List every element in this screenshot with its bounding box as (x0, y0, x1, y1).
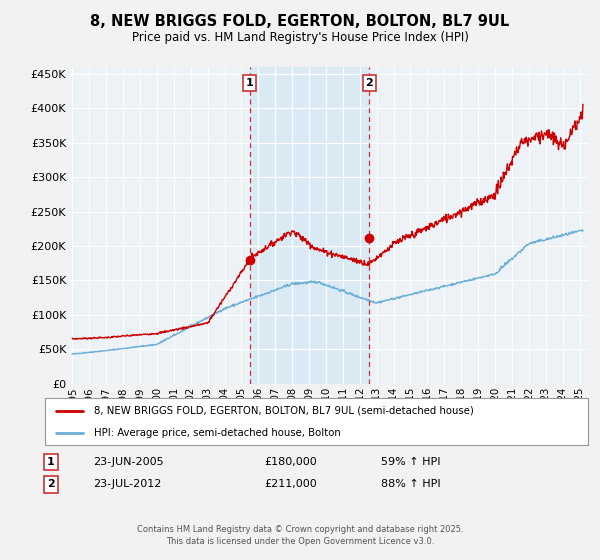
Text: HPI: Average price, semi-detached house, Bolton: HPI: Average price, semi-detached house,… (94, 428, 341, 438)
Text: Contains HM Land Registry data © Crown copyright and database right 2025.
This d: Contains HM Land Registry data © Crown c… (137, 525, 463, 546)
Text: £211,000: £211,000 (264, 479, 317, 489)
Text: 2: 2 (47, 479, 55, 489)
Text: 8, NEW BRIGGS FOLD, EGERTON, BOLTON, BL7 9UL (semi-detached house): 8, NEW BRIGGS FOLD, EGERTON, BOLTON, BL7… (94, 406, 474, 416)
Text: £180,000: £180,000 (264, 457, 317, 467)
Text: 1: 1 (245, 78, 253, 88)
Text: 23-JUN-2005: 23-JUN-2005 (93, 457, 164, 467)
Bar (250, 67, 369, 384)
Text: 8, NEW BRIGGS FOLD, EGERTON, BOLTON, BL7 9UL: 8, NEW BRIGGS FOLD, EGERTON, BOLTON, BL7… (91, 14, 509, 29)
Text: 88% ↑ HPI: 88% ↑ HPI (381, 479, 440, 489)
Text: Price paid vs. HM Land Registry's House Price Index (HPI): Price paid vs. HM Land Registry's House … (131, 31, 469, 44)
Text: 59% ↑ HPI: 59% ↑ HPI (381, 457, 440, 467)
Text: 1: 1 (47, 457, 55, 467)
Text: 23-JUL-2012: 23-JUL-2012 (93, 479, 161, 489)
Text: 2: 2 (365, 78, 373, 88)
